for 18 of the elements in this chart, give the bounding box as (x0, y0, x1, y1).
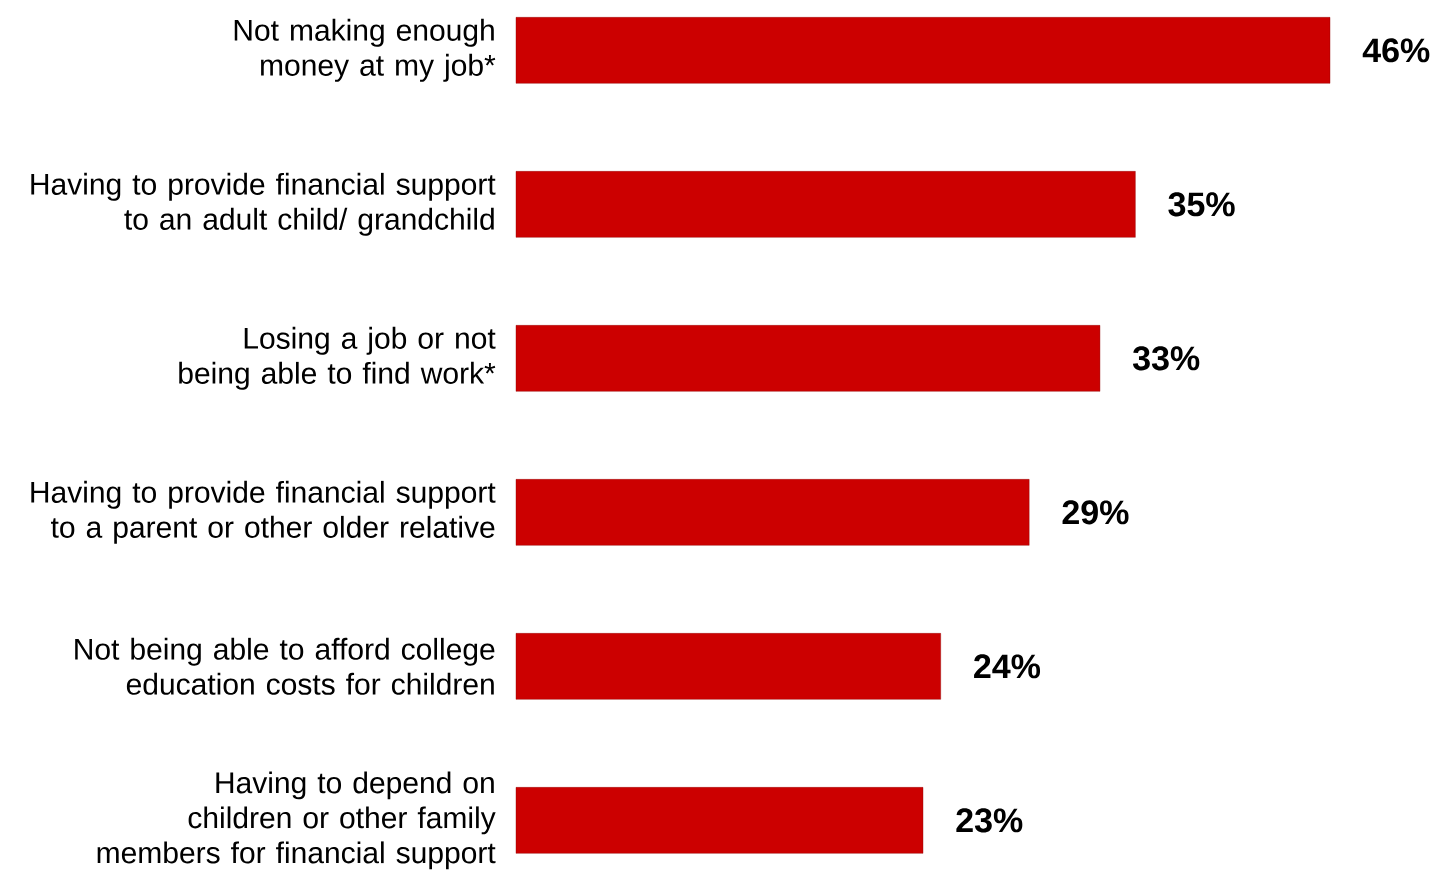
y-tick-label: Losing a job or not being able to find work* (179, 326, 496, 390)
y-tick-label: Not making enough money at my job* (234, 18, 496, 82)
data-label: 33% (1132, 346, 1200, 371)
y-tick-label: Having to provide financial support to a parent or other older relative (31, 480, 496, 544)
bar (515, 479, 1030, 546)
data-label: 46% (1362, 38, 1430, 63)
data-label: 24% (974, 654, 1041, 679)
bar (515, 17, 1331, 84)
bar (515, 171, 1136, 238)
data-label: 23% (956, 808, 1023, 833)
data-label: 35% (1168, 192, 1235, 217)
y-tick-label: Having to provide financial support to an adult child/ grandchild (31, 172, 496, 236)
y-tick-label: Having to depend on children or other family members for financial support (97, 771, 496, 870)
bar (515, 633, 941, 700)
y-tick-label: Not being able to afford college education costs for children (75, 637, 495, 695)
bar (515, 325, 1101, 392)
data-label: 29% (1062, 500, 1129, 525)
bar (515, 787, 924, 854)
